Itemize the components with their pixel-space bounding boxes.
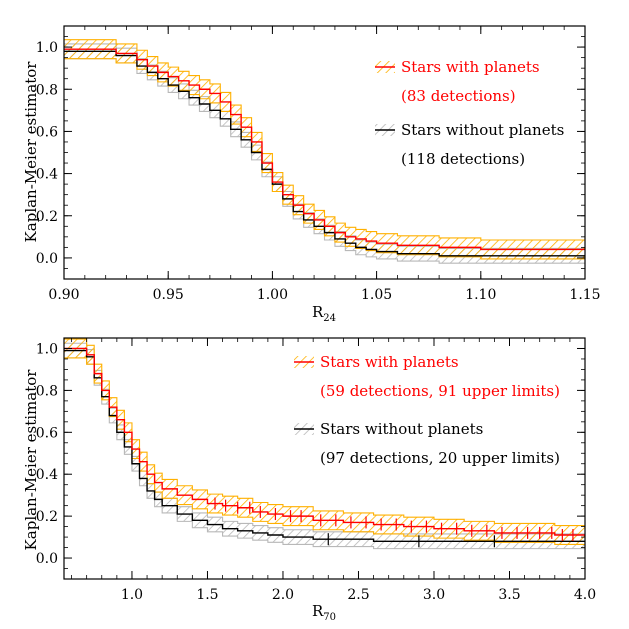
bottom-band-upper-with [64,338,585,528]
bottom-ytick-label: 0.2 [36,509,58,525]
top-legend-sub-without: (118 detections) [401,150,525,168]
bottom-xtick-label: 2.5 [347,587,369,603]
top-ytick-label: 0.2 [36,209,58,225]
bottom-xtick-label: 1.0 [121,587,143,603]
bottom-legend: Stars with planets (59 detections, 91 up… [294,353,560,467]
bottom-ytick-label: 0.4 [36,467,58,483]
bottom-x-axis-title-main: R [312,602,324,620]
bottom-xtick-label: 3.5 [498,587,520,603]
top-line-with [64,48,585,251]
top-xtick-label: 1.15 [569,287,600,303]
top-ytick-label: 0.4 [36,167,58,183]
top-panel: 0.90 0.95 1.00 1.05 1.10 1.15 0.0 0.2 0.4 0.6 0.8 1… [22,25,601,324]
bottom-xtick-label: 4.0 [574,587,596,603]
top-legend-label-without: Stars without planets [401,121,564,139]
top-x-axis-title: R24 [312,303,336,324]
bottom-band-upper-without [64,342,585,535]
top-x-axis-title-sub: 24 [323,313,336,324]
bottom-plot-area [64,338,585,550]
top-ytick-label: 0.8 [36,82,58,98]
bottom-x-axis-title: R70 [312,602,336,623]
bottom-legend-label-with: Stars with planets [320,353,459,371]
top-legend-sub-with: (83 detections) [401,87,516,105]
bottom-legend-label-without: Stars without planets [320,420,483,438]
top-xtick-label: 1.05 [361,287,392,303]
top-y-axis-title: Kaplan-Meier estimator [22,61,40,243]
bottom-xtick-label: 2.0 [272,587,294,603]
bottom-ytick-label: 0.8 [36,383,58,399]
bottom-legend-sub-without: (97 detections, 20 upper limits) [320,449,560,467]
bottom-line-with [64,347,585,538]
top-xtick-label: 1.00 [257,287,288,303]
top-ytick-label: 0.6 [36,124,58,140]
top-xtick-label: 1.10 [465,287,496,303]
bottom-ytick-label: 0.6 [36,425,58,441]
bottom-xtick-label: 3.0 [423,587,445,603]
bottom-band-with [64,339,585,547]
bottom-axes-frame [63,337,586,580]
top-legend-label-with: Stars with planets [401,58,540,76]
bottom-band-lower-without [64,357,585,550]
bottom-y-axis-title: Kaplan-Meier estimator [22,369,40,551]
bottom-ytick-label: 1.0 [36,341,58,357]
bottom-ticks: 1.0 1.5 2.0 2.5 3.0 3.5 4.0 0.0 0.2 0.4 0.6 0.8 1.0 [36,338,596,603]
top-ytick-label: 1.0 [36,40,58,56]
top-plot-area [64,39,585,264]
top-xtick-label: 0.90 [48,287,79,303]
bottom-xtick-label: 1.5 [196,587,218,603]
bottom-line-without [64,349,585,542]
bottom-legend-sub-with: (59 detections, 91 upper limits) [320,382,560,400]
top-legend: Stars with planets (83 detections) Stars… [375,58,564,168]
top-xtick-label: 0.95 [153,287,184,303]
top-ticks: 0.90 0.95 1.00 1.05 1.10 1.15 0.0 0.2 0.4 0.6 0.8 1… [36,26,601,303]
top-band-without [64,43,585,264]
top-x-axis-title-main: R [312,303,324,321]
top-ytick-label: 0.0 [36,251,58,267]
bottom-ytick-label: 0.0 [36,551,58,567]
bottom-x-axis-title-sub: 70 [323,612,336,623]
bottom-panel: 1.0 1.5 2.0 2.5 3.0 3.5 4.0 0.0 0.2 0.4 0.6 0.81.0 … [22,337,596,623]
